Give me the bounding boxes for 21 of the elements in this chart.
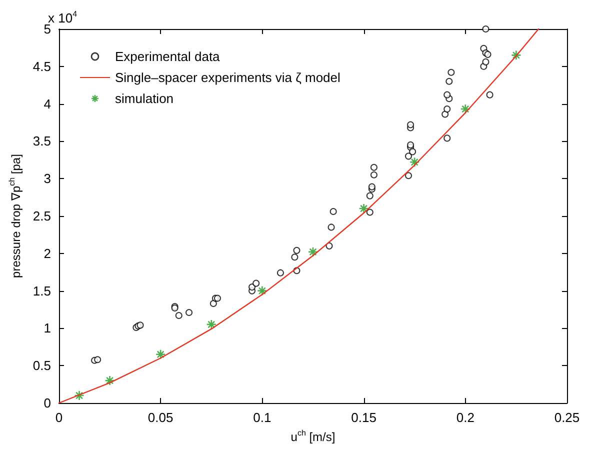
y-tick-label: 2.5 xyxy=(32,208,51,224)
y-tick-label: 1.5 xyxy=(32,283,51,298)
x-tick-label: 0.05 xyxy=(148,410,174,425)
legend-label: simulation xyxy=(115,91,174,106)
x-tick-label: 0.25 xyxy=(554,410,580,425)
y-tick-label: 4.5 xyxy=(32,58,51,74)
legend-label: Experimental data xyxy=(115,49,221,64)
x-tick-label: 0 xyxy=(55,410,63,425)
y-tick-label: 1 xyxy=(44,320,51,336)
y-tick-label: 2 xyxy=(44,246,51,261)
y-tick-label: 4 xyxy=(44,96,51,112)
y-tick-label: 0 xyxy=(44,396,51,410)
y-axis-title: pressure drop ∇pch [pa] xyxy=(8,154,23,278)
x-tick-label: 0.2 xyxy=(456,410,474,425)
y-tick-label: 0.5 xyxy=(32,358,51,374)
y-tick-label: 3.5 xyxy=(32,134,51,149)
y-tick-label: 3 xyxy=(44,171,51,186)
y-tick-label: 5 xyxy=(44,22,51,36)
x-tick-label: 0.1 xyxy=(253,410,272,425)
legend-label: Single–spacer experiments via ζ model xyxy=(115,70,341,85)
x-tick-label: 0.15 xyxy=(351,410,376,425)
